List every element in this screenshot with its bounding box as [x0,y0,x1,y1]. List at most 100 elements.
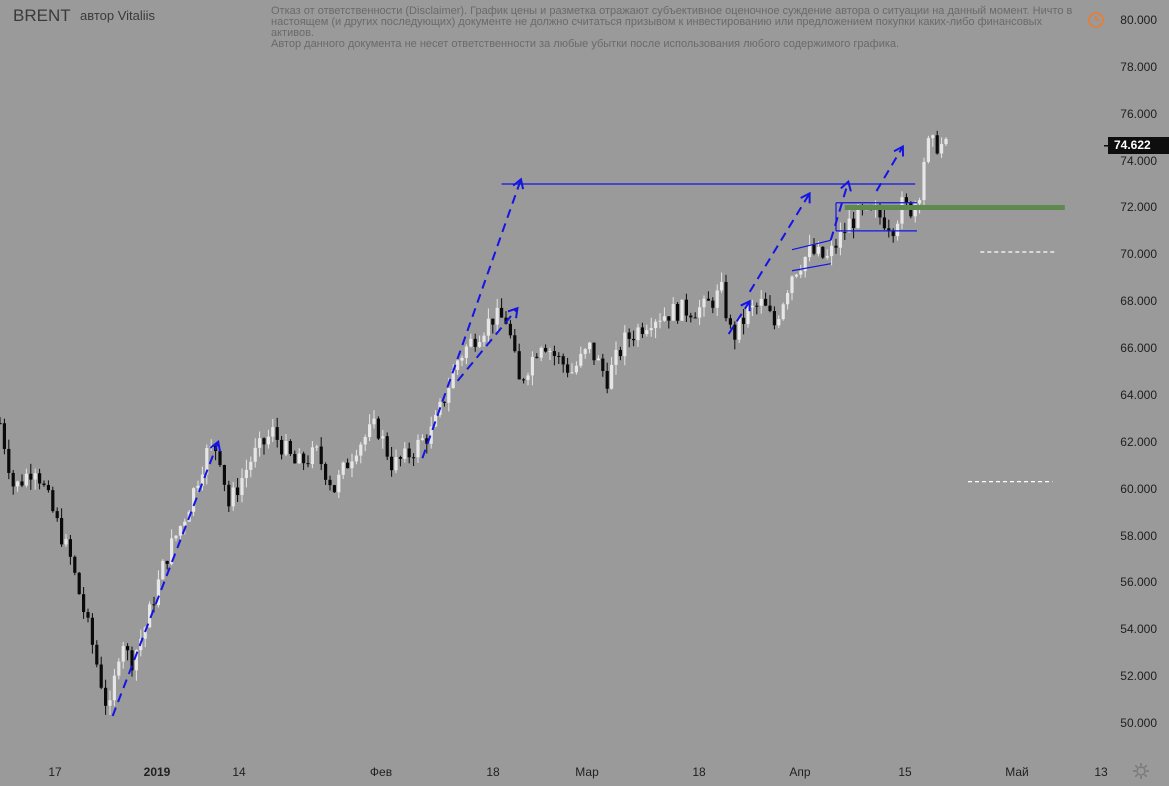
price-tick-label: 76.000 [1120,106,1157,121]
candle [482,332,486,347]
candle [86,608,90,623]
candle [0,417,2,425]
candle [662,307,666,322]
candle [667,316,671,329]
candle [645,324,649,337]
candle [262,437,266,455]
candle [359,442,363,464]
candle [337,469,341,499]
flag-channel-line[interactable] [791,263,831,272]
candle [610,356,614,390]
candle [227,480,231,513]
candle [904,193,908,206]
candle [500,298,504,318]
projection-arrow[interactable] [456,306,519,382]
candle [24,468,28,488]
disclaimer-text: Отказ от ответственности (Disclaimer). Г… [271,6,1086,50]
candle [755,302,759,315]
candle [636,323,640,347]
candle [579,346,583,368]
candle [156,570,160,608]
candle [68,534,72,565]
candle [486,308,490,345]
candle [583,348,587,359]
candle [275,417,279,448]
author-label: автор Vitaliis [80,8,156,23]
candle [324,462,328,485]
candle [627,328,631,348]
candle [742,309,746,335]
candle [240,468,244,503]
candle [148,601,152,628]
price-tick-label: 80.000 [1120,13,1157,27]
time-tick-label: 18 [486,765,500,779]
candle [526,372,530,386]
candle [420,434,424,441]
candle [940,137,944,158]
candle [258,431,262,457]
candle [654,319,658,339]
candle [759,290,763,314]
candle [517,343,521,380]
projection-arrow[interactable] [111,440,222,717]
price-tick-label: 60.000 [1120,481,1157,496]
candle [689,312,693,323]
candle [7,439,11,480]
candle [381,429,385,449]
candle [170,529,174,566]
candle [38,468,42,490]
candle [588,341,592,354]
candle [684,293,688,322]
candle [328,475,332,491]
candle [412,453,416,467]
candle [460,355,464,367]
candle [812,238,816,256]
candle [456,358,460,376]
time-tick-label: 18 [692,765,706,779]
price-tick-label: 68.000 [1120,294,1157,309]
candle [473,333,477,352]
projection-arrow[interactable] [727,299,751,335]
candle [90,613,94,654]
candle [658,313,662,329]
candle [302,451,306,471]
disclaimer-line: Автор данного документа не несет ответст… [271,38,900,50]
time-tick-label: 17 [48,765,62,779]
candle [702,295,706,317]
candle [522,378,526,384]
price-tick-label: 72.000 [1120,200,1157,215]
alert-clock-icon[interactable] [1086,10,1106,30]
projection-arrow[interactable] [421,177,525,459]
candle [926,135,930,164]
candle [750,299,754,317]
projection-arrow[interactable] [875,144,905,192]
gear-icon[interactable] [1131,761,1151,781]
flag-channel-line[interactable] [791,239,831,251]
candle [825,249,829,260]
candle [126,643,130,661]
candle [794,273,798,279]
candle [434,410,438,428]
candle [112,668,116,707]
drawing-annotations[interactable] [111,144,1065,717]
candle [539,346,543,362]
candle [266,429,270,449]
symbol-name[interactable]: BRENT [13,6,71,25]
candle [601,353,605,377]
projection-arrow[interactable] [748,191,811,293]
candle [561,353,565,373]
candle [394,449,398,474]
last-price-label: 74.622 [1104,137,1169,154]
candle [319,437,323,471]
candle [332,484,336,493]
candle [728,314,732,329]
candle [222,464,226,492]
candle [786,290,790,310]
candle [165,560,169,570]
candle [64,534,68,547]
projection-arrow[interactable] [829,179,852,241]
candle [777,315,781,328]
candle [385,432,389,461]
candle [808,234,812,262]
